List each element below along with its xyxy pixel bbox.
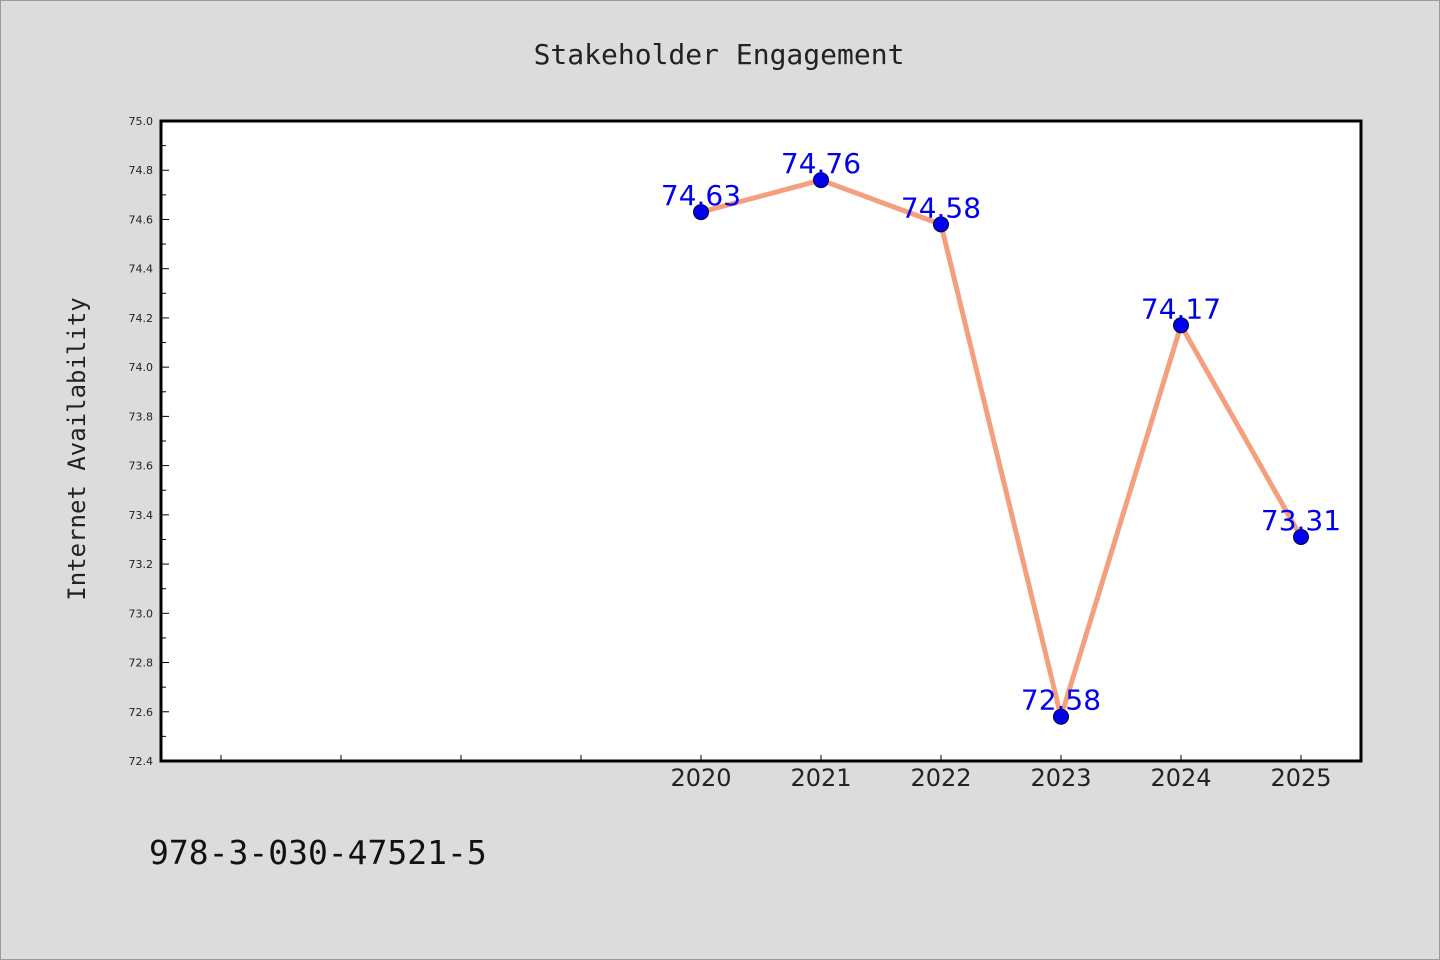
data-label: 74.76 — [781, 147, 861, 180]
data-point — [1293, 529, 1309, 545]
data-label: 73.31 — [1261, 504, 1341, 537]
data-labels: 74.63 74.76 74.58 72.58 74.17 73.31 — [661, 147, 1341, 717]
chart-title: Stakeholder Engagement — [534, 38, 905, 71]
y-tick-label: 74.0 — [129, 361, 154, 374]
data-label: 74.17 — [1141, 292, 1221, 325]
y-tick-label: 73.8 — [129, 410, 154, 423]
y-tick-label: 73.6 — [129, 460, 154, 473]
y-axis: 72.4 72.6 72.8 73.0 73.2 73.4 73.6 73.8 74.0 74.2… — [129, 115, 169, 768]
data-markers — [693, 172, 1309, 725]
y-tick-label: 72.4 — [129, 755, 154, 768]
data-label: 74.63 — [661, 179, 741, 212]
y-tick-label: 74.4 — [129, 263, 154, 276]
data-label: 72.58 — [1021, 684, 1101, 717]
data-point — [693, 204, 709, 221]
x-axis: 2020 2021 2022 2023 2024 2025 — [220, 755, 1332, 792]
y-tick-label: 73.4 — [129, 509, 154, 522]
data-point — [813, 172, 829, 189]
data-point — [1173, 317, 1189, 334]
y-tick-label: 73.0 — [129, 607, 154, 620]
data-point — [1053, 708, 1069, 725]
x-tick-label: 2025 — [1270, 764, 1331, 792]
x-tick-label: 2022 — [910, 764, 971, 792]
x-tick-label: 2020 — [670, 764, 731, 792]
y-tick-label: 72.6 — [129, 706, 154, 719]
y-tick-label: 74.2 — [129, 312, 154, 325]
y-axis-label: Internet Availability — [63, 297, 91, 600]
series-line — [698, 177, 1304, 720]
y-tick-label: 75.0 — [129, 115, 154, 128]
isbn-footer: 978-3-030-47521-5 — [149, 833, 487, 872]
y-tick-label: 72.8 — [129, 657, 154, 670]
series-lines — [698, 177, 1304, 720]
y-tick-label: 73.2 — [129, 558, 154, 571]
plot-area — [159, 119, 1363, 763]
x-tick-label: 2023 — [1030, 764, 1091, 792]
y-tick-label: 74.8 — [129, 164, 154, 177]
data-label: 74.58 — [901, 191, 981, 224]
x-tick-label: 2021 — [790, 764, 851, 792]
y-tick-label: 74.6 — [129, 213, 154, 226]
data-point — [933, 216, 949, 233]
x-tick-label: 2024 — [1150, 764, 1211, 792]
